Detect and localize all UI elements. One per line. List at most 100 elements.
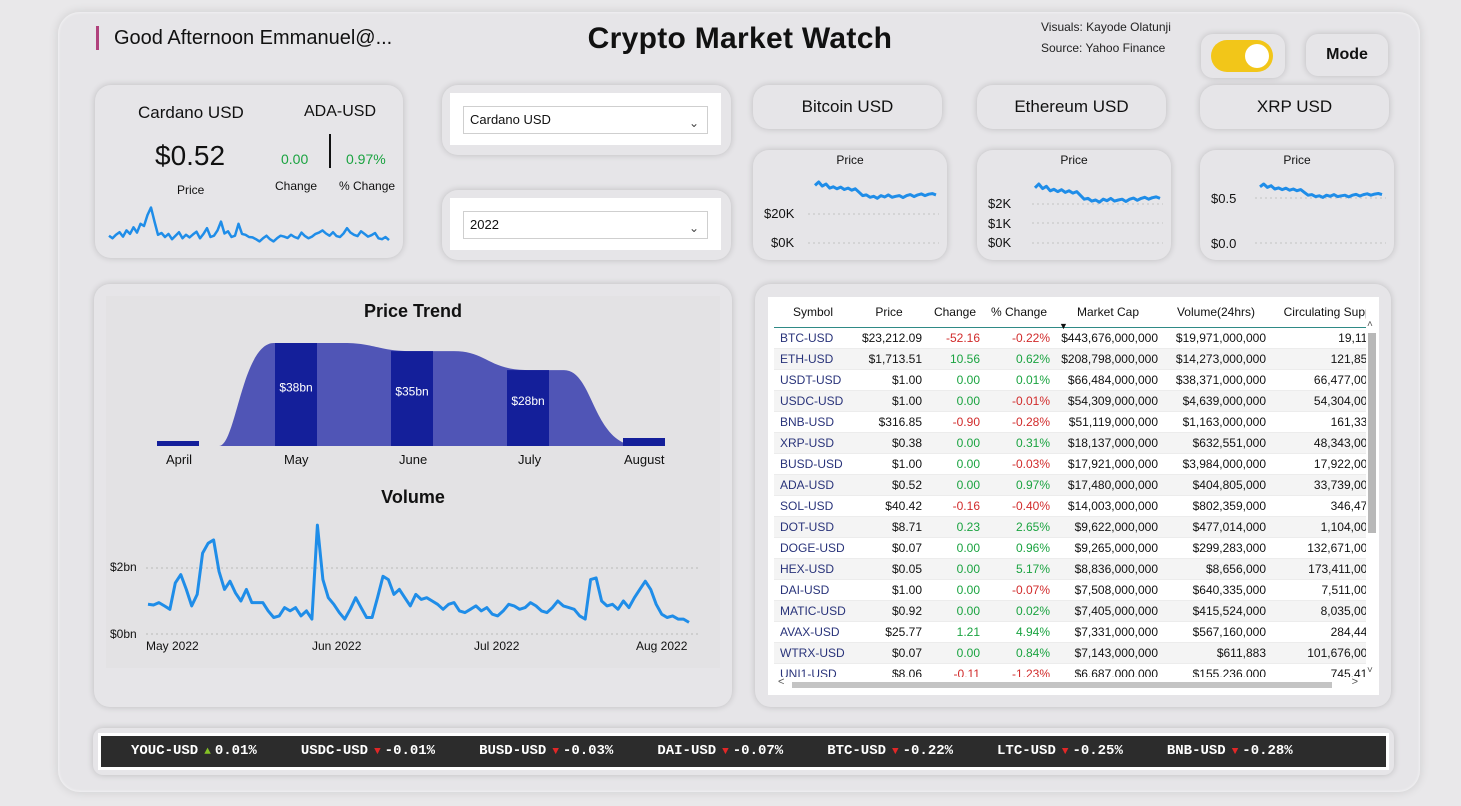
table-cell: 0.01% [984,369,1054,391]
table-cell: $8.06 [852,663,926,677]
table-cell: 0.23 [926,516,984,538]
table-row[interactable]: XRP-USD $0.38 0.00 0.31% $18,137,000,000 $632… [774,432,1366,454]
x-tick-label: Jun 2022 [312,639,362,653]
column-header[interactable]: Change [926,297,984,328]
chevron-down-icon[interactable]: ⌄ [688,116,699,130]
table-cell: -0.07% [984,579,1054,601]
table-cell: -0.03% [984,453,1054,475]
vertical-scroll-thumb[interactable] [1368,333,1376,533]
table-cell: 0.96% [984,537,1054,559]
trend-edge-band-august [623,438,665,446]
table-cell: BTC-USD [774,327,852,349]
table-cell: $1.00 [852,390,926,412]
vertical-scrollbar[interactable]: ˄ ˅ [1367,319,1377,679]
table-row[interactable]: MATIC-USD $0.92 0.00 0.02% $7,405,000,000 $41… [774,600,1366,622]
table-cell: $17,480,000,000 [1054,474,1162,496]
scroll-left-icon[interactable]: ˂ [778,676,785,688]
table-cell: $18,137,000,000 [1054,432,1162,454]
column-header[interactable]: Volume(24hrs) [1162,297,1270,328]
coin-card-eth[interactable]: Ethereum USD [977,85,1166,129]
horizontal-scroll-thumb[interactable] [792,682,1332,688]
table-cell: 121,854,0 [1270,348,1366,370]
table-row[interactable]: ETH-USD $1,713.51 10.56 0.62% $208,798,000,0… [774,348,1366,370]
table-row[interactable]: ADA-USD $0.52 0.00 0.97% $17,480,000,000 $404… [774,474,1366,496]
table-cell: 745,412,0 [1270,663,1366,677]
x-tick-label: June [399,452,428,467]
table-cell: BNB-USD [774,411,852,433]
table-cell: 8,035,000,0 [1270,600,1366,622]
table-cell: 0.00 [926,537,984,559]
column-header[interactable]: Market Cap [1054,297,1162,328]
table-row[interactable]: USDC-USD $1.00 0.00 -0.01% $54,309,000,000 $4… [774,390,1366,412]
coin-card-xrp[interactable]: XRP USD [1200,85,1389,129]
chart-title: Price [1283,153,1311,167]
volume-chart [146,523,698,635]
table-row[interactable]: DOGE-USD $0.07 0.00 0.96% $9,265,000,000 $299… [774,537,1366,559]
table-row[interactable]: AVAX-USD $25.77 1.21 4.94% $7,331,000,000 $56… [774,621,1366,643]
table-cell: $404,805,000 [1162,474,1270,496]
mode-button[interactable]: Mode [1306,34,1388,76]
chevron-down-icon[interactable]: ⌄ [688,221,699,235]
table-cell: $9,265,000,000 [1054,537,1162,559]
table-cell: $7,405,000,000 [1054,600,1162,622]
table-viewport[interactable]: Symbol Price Change% Change Market Cap Volum… [774,297,1366,677]
table-cell: -1.23% [984,663,1054,677]
table-cell: UNI1-USD [774,663,852,677]
scroll-right-icon[interactable]: ˃ [1351,676,1358,688]
kpi-sparkline [108,206,390,243]
table-cell: ADA-USD [774,474,852,496]
ticker-value: 0.01% [214,743,257,759]
table-cell: $1,713.51 [852,348,926,370]
coin-dropdown[interactable]: Cardano USD ⌄ [450,93,721,145]
table-row[interactable]: WTRX-USD $0.07 0.00 0.84% $7,143,000,000 $611… [774,642,1366,664]
table-cell: 132,671,000,0 [1270,537,1366,559]
table-row[interactable]: UNI1-USD $8.06 -0.11 -1.23% $6,687,000,000 $1… [774,663,1366,677]
kpi-price-label: Price [177,183,205,197]
coin-card-title: Ethereum USD [1014,97,1129,116]
table-cell: 0.31% [984,432,1054,454]
table-cell: $14,273,000,000 [1162,348,1270,370]
kpi-coin-symbol: ADA-USD [304,103,377,120]
table-cell: 0.00 [926,474,984,496]
table-row[interactable]: DAI-USD $1.00 0.00 -0.07% $7,508,000,000 $640… [774,579,1366,601]
table-cell: SOL-USD [774,495,852,517]
kpi-divider [329,134,331,168]
table-row[interactable]: SOL-USD $40.42 -0.16 -0.40% $14,003,000,000 $… [774,495,1366,517]
coin-slicer-card: Cardano USD ⌄ [442,85,731,155]
kpi-sparkline-line [108,206,390,243]
table-cell: $8,656,000 [1162,558,1270,580]
axis-tick: $0K [771,235,795,250]
table-row[interactable]: BTC-USD $23,212.09 -52.16 -0.22% $443,676,00… [774,327,1366,349]
table-cell: 0.00 [926,432,984,454]
year-dropdown[interactable]: 2022 ⌄ [450,198,721,250]
table-row[interactable]: HEX-USD $0.05 0.00 5.17% $8,836,000,000 $8,65… [774,558,1366,580]
scroll-up-icon[interactable]: ˄ [1367,319,1373,330]
scroll-down-icon[interactable]: ˅ [1367,665,1373,676]
table-row[interactable]: USDT-USD $1.00 0.00 0.01% $66,484,000,000 $38… [774,369,1366,391]
btc-price-chart: Price $20K $0K [753,150,947,260]
column-header[interactable]: Price [852,297,926,328]
table-cell: XRP-USD [774,432,852,454]
column-header[interactable]: % Change [984,297,1054,328]
table-cell: $8,836,000,000 [1054,558,1162,580]
table-cell: $477,014,000 [1162,516,1270,538]
sort-desc-icon[interactable]: ▼ [1059,321,1068,331]
table-cell: 17,922,000,0 [1270,453,1366,475]
table-cell: 19,114,0 [1270,327,1366,349]
table-cell: $155,236,000 [1162,663,1270,677]
table-cell: 48,343,000,0 [1270,432,1366,454]
kpi-price: $0.52 [155,140,226,171]
arrow-down-icon: ▼ [1061,746,1069,758]
table-row[interactable]: DOT-USD $8.71 0.23 2.65% $9,622,000,000 $477,… [774,516,1366,538]
column-header[interactable]: Circulating Suppl [1270,297,1366,328]
table-row[interactable]: BNB-USD $316.85 -0.90 -0.28% $51,119,000,000… [774,411,1366,433]
coin-card-btc[interactable]: Bitcoin USD [753,85,942,129]
table-cell: 1.21 [926,621,984,643]
horizontal-scrollbar[interactable]: ˂ ˃ [778,676,1358,691]
ticker-symbol: BUSD-USD [479,743,547,759]
theme-toggle[interactable] [1211,40,1273,72]
table-cell: $0.38 [852,432,926,454]
table-cell: ETH-USD [774,348,852,370]
column-header[interactable]: Symbol [774,297,852,328]
table-row[interactable]: BUSD-USD $1.00 0.00 -0.03% $17,921,000,000 $3… [774,453,1366,475]
